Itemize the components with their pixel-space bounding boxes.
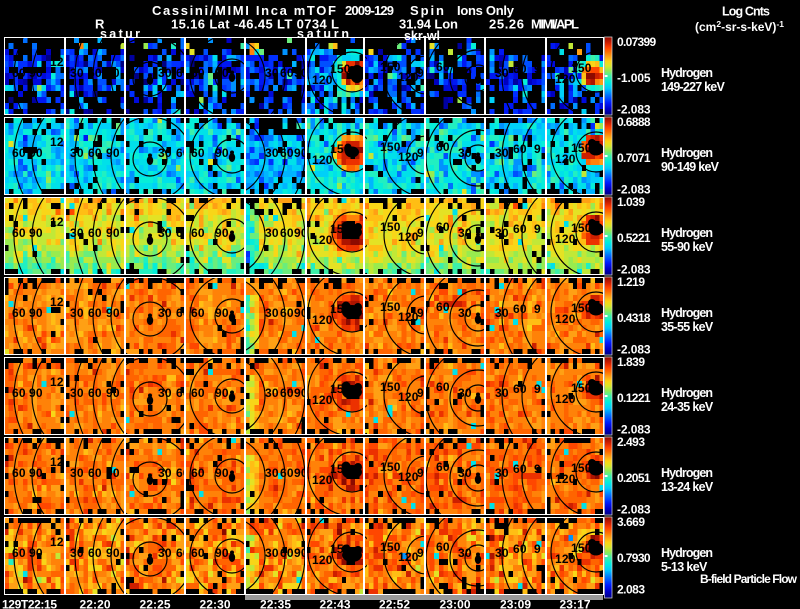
svg-text:22:30: 22:30: [200, 598, 231, 609]
svg-text:satur: satur: [100, 27, 140, 41]
svg-text:23:17: 23:17: [560, 598, 591, 609]
svg-text:24-35 keV: 24-35 keV: [661, 400, 714, 414]
svg-text:1.219: 1.219: [617, 275, 645, 289]
svg-text:15.16 Lat -46.45 LT 0734 L: 15.16 Lat -46.45 LT 0734 L: [171, 17, 339, 32]
svg-text:129T22:15: 129T22:15: [2, 598, 57, 609]
svg-text:90-149 keV: 90-149 keV: [661, 160, 720, 174]
svg-text:22:43: 22:43: [320, 598, 351, 609]
svg-text:22:20: 22:20: [80, 598, 111, 609]
svg-text:0.2051: 0.2051: [617, 471, 651, 485]
svg-text:0.6888: 0.6888: [617, 115, 651, 129]
svg-text:-2.083: -2.083: [617, 343, 651, 357]
svg-text:22:35: 22:35: [260, 598, 291, 609]
svg-text:3.669: 3.669: [617, 515, 645, 529]
svg-text:25.26: 25.26: [489, 17, 524, 32]
svg-text:0.1221: 0.1221: [617, 391, 651, 405]
svg-text:22:52: 22:52: [379, 598, 410, 609]
svg-text:-2.083: -2.083: [617, 103, 651, 117]
svg-text:23:00: 23:00: [440, 598, 471, 609]
svg-text:Hydrogen: Hydrogen: [661, 386, 713, 400]
svg-text:0.5221: 0.5221: [617, 231, 651, 245]
svg-text:-2.083: -2.083: [617, 423, 651, 437]
svg-text:35-55 keV: 35-55 keV: [661, 320, 714, 334]
svg-text:Ions Only: Ions Only: [457, 3, 515, 18]
svg-text:MIMI/APL: MIMI/APL: [531, 17, 579, 32]
svg-text:Hydrogen: Hydrogen: [661, 306, 713, 320]
svg-text:-2.083: -2.083: [617, 263, 651, 277]
svg-text:5-13 keV: 5-13 keV: [661, 560, 708, 574]
svg-text:2.493: 2.493: [617, 435, 645, 449]
svg-text:55-90 keV: 55-90 keV: [661, 240, 714, 254]
svg-text:0.4318: 0.4318: [617, 311, 651, 325]
svg-text:2009-129: 2009-129: [345, 3, 394, 18]
svg-text:1.039: 1.039: [617, 195, 645, 209]
svg-text:Hydrogen: Hydrogen: [661, 226, 713, 240]
svg-text:-2.083: -2.083: [617, 503, 651, 517]
svg-text:Hydrogen: Hydrogen: [661, 66, 713, 80]
svg-text:0.7930: 0.7930: [617, 551, 651, 565]
svg-text:0.7071: 0.7071: [617, 151, 651, 165]
svg-text:B-field Particle Flow: B-field Particle Flow: [700, 572, 798, 586]
svg-text:0.07399: 0.07399: [617, 35, 657, 49]
svg-text:31.94 Lon: 31.94 Lon: [399, 17, 458, 32]
svg-text:Hydrogen: Hydrogen: [661, 546, 713, 560]
svg-text:23:09: 23:09: [500, 598, 531, 609]
svg-text:Hydrogen: Hydrogen: [661, 146, 713, 160]
svg-text:13-24 keV: 13-24 keV: [661, 480, 714, 494]
svg-text:saturn: saturn: [297, 27, 349, 41]
svg-text:R: R: [95, 17, 105, 32]
svg-text:Hydrogen: Hydrogen: [661, 466, 713, 480]
svg-text:-1.005: -1.005: [617, 71, 651, 85]
svg-text:Spin: Spin: [410, 3, 444, 18]
svg-text:Log Cnts: Log Cnts: [722, 5, 770, 19]
svg-text:1.839: 1.839: [617, 355, 645, 369]
svg-text:(cm2-sr-s-keV)-1: (cm2-sr-s-keV)-1: [695, 19, 784, 34]
svg-text:-2.083: -2.083: [617, 183, 651, 197]
svg-text:149-227 keV: 149-227 keV: [661, 80, 725, 94]
svg-text:2.083: 2.083: [617, 583, 645, 597]
svg-text:22:25: 22:25: [140, 598, 171, 609]
svg-text:skr-wl: skr-wl: [404, 29, 440, 43]
